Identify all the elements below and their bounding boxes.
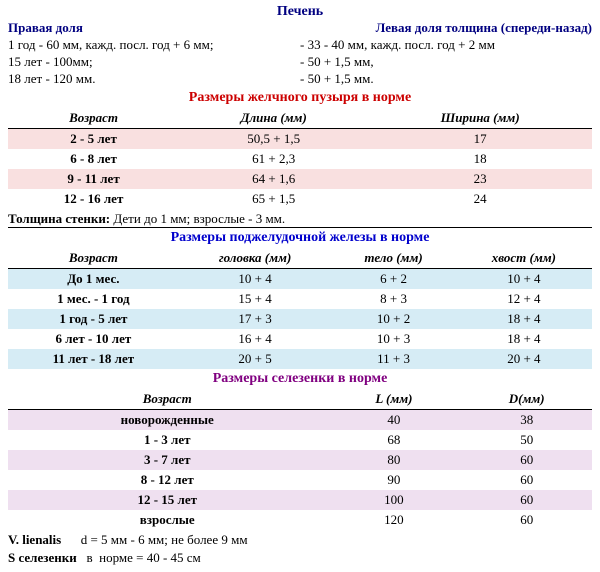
cell: 17 [368,129,592,150]
table-row: взрослые12060 [8,510,592,530]
cell: 68 [326,430,461,450]
cell: 11 лет - 18 лет [8,349,179,369]
cell: 10 + 4 [179,269,332,290]
liver-right-l2: 15 лет - 100мм; [8,54,300,70]
spleen-n1-label: V. lienalis [8,532,61,547]
spleen-n2-text: в норме = 40 - 45 см [77,550,201,565]
spleen-note2: S селезенки в норме = 40 - 45 см [8,550,592,566]
col-header: хвост (мм) [456,248,592,269]
liver-left-l1: - 33 - 40 мм, кажд. посл. год + 2 мм [300,37,592,53]
table-row: 9 - 11 лет64 + 1,623 [8,169,592,189]
spleen-note1: V. lienalis d = 5 мм - 6 мм; не более 9 … [8,532,592,548]
liver-right-l1: 1 год - 60 мм, кажд. посл. год + 6 мм; [8,37,300,53]
cell: 11 + 3 [331,349,455,369]
cell: 16 + 4 [179,329,332,349]
table-row: До 1 мес.10 + 46 + 210 + 4 [8,269,592,290]
cell: 9 - 11 лет [8,169,179,189]
col-header: Ширина (мм) [368,108,592,129]
table-row: 8 - 12 лет9060 [8,470,592,490]
cell: 50,5 + 1,5 [179,129,368,150]
cell: 60 [461,510,592,530]
table-row: 1 - 3 лет6850 [8,430,592,450]
cell: 18 + 4 [456,309,592,329]
liver-left-l3: - 50 + 1,5 мм. [300,71,592,87]
col-header: головка (мм) [179,248,332,269]
cell: 10 + 3 [331,329,455,349]
cell: 60 [461,450,592,470]
liver-right-l3: 18 лет - 120 мм. [8,71,300,87]
col-header: Возраст [8,389,326,410]
cell: 2 - 5 лет [8,129,179,150]
cell: 6 + 2 [331,269,455,290]
spleen-n2-label: S селезенки [8,550,77,565]
cell: 18 [368,149,592,169]
cell: 24 [368,189,592,209]
spleen-title: Размеры селезенки в норме [8,371,592,387]
gb-note: Толщина стенки: Дети до 1 мм; взрослые -… [8,211,592,228]
liver-left-label: Левая доля толщина (спереди-назад) [300,20,592,36]
table-row: 6 - 8 лет61 + 2,318 [8,149,592,169]
table-row: 2 - 5 лет50,5 + 1,517 [8,129,592,150]
cell: 1 - 3 лет [8,430,326,450]
table-row: 6 лет - 10 лет16 + 410 + 318 + 4 [8,329,592,349]
cell: 8 + 3 [331,289,455,309]
cell: 64 + 1,6 [179,169,368,189]
cell: 12 - 16 лет [8,189,179,209]
cell: 65 + 1,5 [179,189,368,209]
gb-title: Размеры желчного пузыря в норме [8,90,592,106]
cell: 20 + 4 [456,349,592,369]
cell: 20 + 5 [179,349,332,369]
cell: 38 [461,410,592,431]
cell: 80 [326,450,461,470]
gb-note-label: Толщина стенки: [8,211,110,226]
cell: 40 [326,410,461,431]
cell: 1 год - 5 лет [8,309,179,329]
col-header: тело (мм) [331,248,455,269]
table-row: 1 год - 5 лет17 + 310 + 218 + 4 [8,309,592,329]
liver-title: Печень [8,4,592,20]
col-header: Возраст [8,108,179,129]
spleen-n1-text: d = 5 мм - 6 мм; не более 9 мм [61,532,247,547]
cell: 61 + 2,3 [179,149,368,169]
cell: 50 [461,430,592,450]
col-header: L (мм) [326,389,461,410]
panc-title: Размеры поджелудочной железы в норме [8,230,592,246]
table-row: 1 мес. - 1 год15 + 48 + 312 + 4 [8,289,592,309]
cell: 90 [326,470,461,490]
cell: 100 [326,490,461,510]
cell: 6 - 8 лет [8,149,179,169]
table-row: новорожденные4038 [8,410,592,431]
cell: 18 + 4 [456,329,592,349]
col-header: Длина (мм) [179,108,368,129]
cell: 17 + 3 [179,309,332,329]
cell: 12 - 15 лет [8,490,326,510]
liver-right-label: Правая доля [8,20,300,36]
cell: 3 - 7 лет [8,450,326,470]
cell: 1 мес. - 1 год [8,289,179,309]
table-row: 11 лет - 18 лет20 + 511 + 320 + 4 [8,349,592,369]
table-row: 3 - 7 лет8060 [8,450,592,470]
cell: 12 + 4 [456,289,592,309]
table-row: 12 - 15 лет10060 [8,490,592,510]
cell: взрослые [8,510,326,530]
cell: новорожденные [8,410,326,431]
cell: 10 + 2 [331,309,455,329]
cell: 8 - 12 лет [8,470,326,490]
gb-table: ВозрастДлина (мм)Ширина (мм)2 - 5 лет50,… [8,108,592,209]
cell: 15 + 4 [179,289,332,309]
cell: 23 [368,169,592,189]
spleen-table: ВозрастL (мм)D(мм)новорожденные40381 - 3… [8,389,592,530]
cell: 60 [461,470,592,490]
cell: 60 [461,490,592,510]
liver-left-l2: - 50 + 1,5 мм, [300,54,592,70]
gb-note-text: Дети до 1 мм; взрослые - 3 мм. [110,211,285,226]
cell: До 1 мес. [8,269,179,290]
col-header: Возраст [8,248,179,269]
table-row: 12 - 16 лет65 + 1,524 [8,189,592,209]
panc-table: Возрастголовка (мм)тело (мм)хвост (мм)До… [8,248,592,369]
col-header: D(мм) [461,389,592,410]
cell: 10 + 4 [456,269,592,290]
cell: 120 [326,510,461,530]
cell: 6 лет - 10 лет [8,329,179,349]
